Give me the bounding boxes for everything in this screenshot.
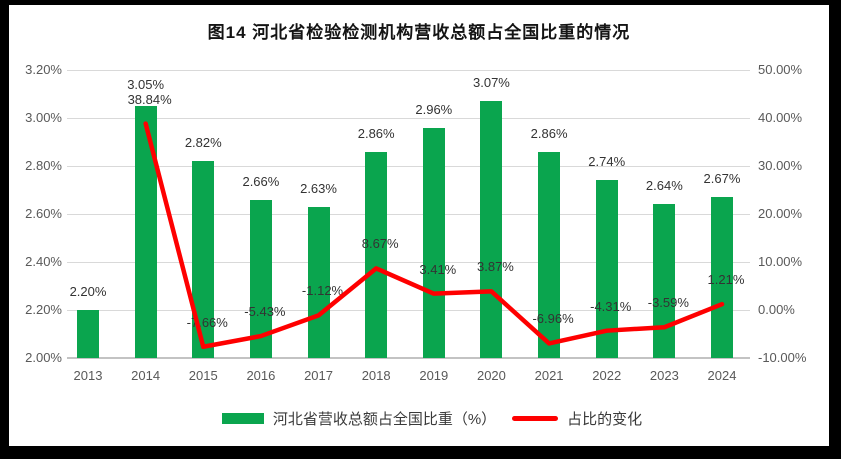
year-label-2024: 2024 <box>707 368 737 383</box>
bar-2016 <box>249 199 272 358</box>
bar-label-2020: 3.07% <box>473 75 510 91</box>
line-series-label: 占比的变化 <box>567 410 643 428</box>
legend: 河北省营收总额占全国比重（%） 占比的变化 <box>9 408 829 428</box>
line-label-2021: -6.96% <box>532 311 574 327</box>
bar-2023 <box>653 204 676 358</box>
right-axis-tick: 50.00% <box>758 62 803 77</box>
year-label-2018: 2018 <box>361 368 391 383</box>
gridline <box>67 118 750 119</box>
right-axis-tick: 20.00% <box>758 206 803 221</box>
year-label-2021: 2021 <box>534 368 564 383</box>
gridline <box>67 310 750 311</box>
left-axis-tick: 2.80% <box>25 158 62 173</box>
x-axis-line <box>67 357 750 359</box>
bar-label-2016: 2.66% <box>242 173 280 189</box>
gridline <box>67 262 750 263</box>
gridline <box>67 166 750 167</box>
legend-item-bar-series: 河北省营收总额占全国比重（%） <box>221 408 497 429</box>
bar-series-swatch-icon <box>221 412 264 424</box>
line-label-2020: 3.87% <box>477 259 514 275</box>
year-label-2023: 2023 <box>649 368 679 383</box>
bar-label-2023: 2.64% <box>645 178 683 194</box>
line-label-2018: 8.67% <box>361 236 399 252</box>
left-axis-tick: 2.00% <box>25 350 62 365</box>
bar-label-2014: 3.05% <box>127 77 165 92</box>
bar-series-label: 河北省营收总额占全国比重（%） <box>272 410 497 428</box>
bar-2019 <box>422 127 445 358</box>
line-label-2017: -1.12% <box>301 283 344 299</box>
year-label-2015: 2015 <box>188 368 218 383</box>
bar-label-2013: 2.20% <box>69 284 107 299</box>
bar-2014 <box>134 106 157 358</box>
bar-label-2019: 2.96% <box>415 101 453 117</box>
year-label-2014: 2014 <box>131 368 161 383</box>
chart-title: 图14 河北省检验检测机构营收总额占全国比重的情况 <box>207 23 631 42</box>
right-axis-tick: 40.00% <box>758 110 803 125</box>
gridline <box>67 214 750 215</box>
line-label-2014: 38.84% <box>127 91 172 107</box>
bar-2013 <box>77 310 99 358</box>
left-axis-tick: 3.00% <box>25 110 62 125</box>
year-label-2020: 2020 <box>476 368 506 383</box>
bar-2022 <box>595 180 618 358</box>
left-axis-tick: 2.20% <box>25 302 62 317</box>
bar-label-2015: 2.82% <box>184 135 222 151</box>
year-label-2022: 2022 <box>592 368 622 383</box>
bar-2015 <box>192 161 215 358</box>
bar-2018 <box>365 151 388 358</box>
legend-item-line-series: 占比的变化 <box>512 408 642 429</box>
right-axis-tick: 30.00% <box>758 158 803 173</box>
bar-2021 <box>538 151 561 358</box>
year-label-2016: 2016 <box>246 368 276 383</box>
right-axis-tick: -10.00% <box>758 350 807 365</box>
line-label-2019: 3.41% <box>419 261 457 277</box>
gridline <box>67 70 750 71</box>
year-label-2013: 2013 <box>73 368 103 383</box>
line-label-2024: 1.21% <box>707 272 745 288</box>
bar-label-2018: 2.86% <box>357 125 395 141</box>
line-series-swatch-icon <box>512 415 559 421</box>
bar-label-2024: 2.67% <box>703 171 741 187</box>
left-axis-tick: 2.60% <box>25 206 62 221</box>
line-label-2023: -3.59% <box>647 295 689 311</box>
bar-2017 <box>307 206 330 358</box>
bar-label-2017: 2.63% <box>300 180 337 196</box>
bar-2024 <box>710 197 733 358</box>
left-axis-tick: 3.20% <box>25 62 62 77</box>
right-axis-tick: 10.00% <box>758 254 803 269</box>
right-axis-tick: 0.00% <box>758 302 795 317</box>
bar-label-2021: 2.86% <box>530 125 568 141</box>
line-label-2022: -4.31% <box>590 298 632 314</box>
year-label-2019: 2019 <box>419 368 449 383</box>
bar-label-2022: 2.74% <box>588 154 626 170</box>
left-axis-tick: 2.40% <box>25 254 62 269</box>
year-label-2017: 2017 <box>304 368 333 383</box>
line-label-2016: -5.43% <box>244 304 286 320</box>
